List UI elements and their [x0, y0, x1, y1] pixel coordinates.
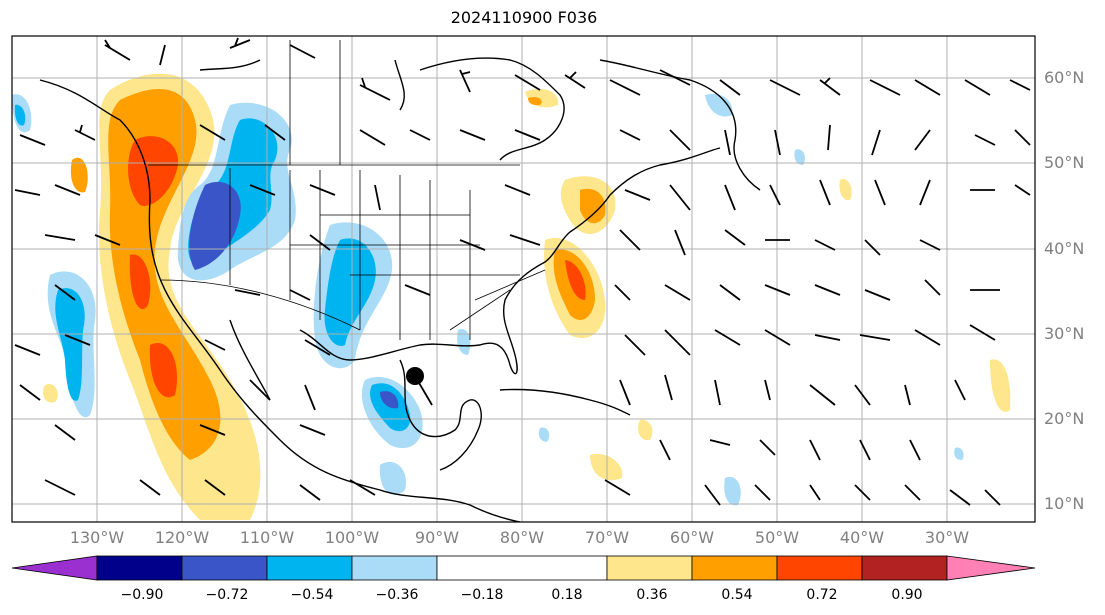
lon-label: 120°W — [154, 528, 210, 547]
lon-label: 130°W — [69, 528, 125, 547]
lon-label: 40°W — [839, 528, 885, 547]
map-frame — [11, 35, 1036, 523]
colorbar-tick-label: 0.36 — [636, 587, 668, 603]
political-borders — [148, 40, 546, 340]
lon-label: 30°W — [924, 528, 970, 547]
colorbar-tick-label: 0.18 — [551, 587, 583, 603]
colorbar-segment-2 — [181, 555, 268, 581]
colorbar-segment-9 — [861, 555, 948, 581]
colorbar-segment-6 — [606, 555, 693, 581]
lon-label: 80°W — [499, 528, 545, 547]
colorbar-segment-7 — [691, 555, 778, 581]
lon-label: 90°W — [414, 528, 460, 547]
colorbar-tick-label: −0.90 — [120, 587, 164, 603]
lon-label: 60°W — [669, 528, 715, 547]
colorbar-tick-label: 0.90 — [891, 587, 923, 603]
lon-label: 110°W — [239, 528, 295, 547]
colorbar-tick-label: −0.72 — [205, 587, 249, 603]
colorbar-tick-label: −0.18 — [460, 587, 504, 603]
lat-label: 40°N — [1044, 239, 1085, 258]
lon-label: 50°W — [754, 528, 800, 547]
lon-label: 100°W — [324, 528, 380, 547]
lat-label: 30°N — [1044, 324, 1085, 343]
lat-label: 50°N — [1044, 153, 1085, 172]
colorbar-segment-8 — [776, 555, 863, 581]
map-title: 2024110900 F036 — [450, 8, 598, 27]
colorbar — [11, 555, 1036, 581]
lat-label: 20°N — [1044, 409, 1085, 428]
grid-lines — [12, 36, 1035, 522]
colorbar-tick-label: −0.54 — [290, 587, 334, 603]
colorbar-over-triangle — [946, 555, 1036, 581]
colorbar-segment-5 — [436, 555, 608, 581]
coastlines — [39, 57, 761, 523]
colorbar-segment-3 — [266, 555, 353, 581]
colorbar-under-triangle — [11, 555, 98, 581]
colorbar-tick-label: 0.72 — [806, 587, 838, 603]
anomaly-shading — [12, 73, 1011, 520]
colorbar-tick-label: 0.54 — [721, 587, 753, 603]
wind-barbs — [14, 37, 1031, 506]
lat-label: 60°N — [1044, 68, 1085, 87]
colorbar-segment-1 — [96, 555, 183, 581]
colorbar-tick-label: −0.36 — [375, 587, 419, 603]
lat-label: 10°N — [1044, 494, 1085, 513]
colorbar-segment-4 — [351, 555, 438, 581]
lon-label: 70°W — [584, 528, 630, 547]
location-marker — [406, 367, 433, 406]
